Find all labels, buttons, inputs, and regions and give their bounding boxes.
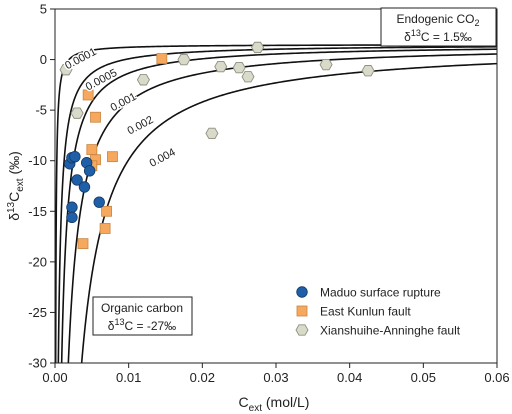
y-tick-label: 5: [40, 2, 47, 17]
legend-marker-hexagon: [295, 324, 309, 336]
point-circle-5: [66, 201, 78, 213]
point-hexagon-1: [70, 107, 84, 119]
point-hexagon-3: [177, 53, 191, 66]
legend-label: Xianshuihe-Anninghe fault: [320, 324, 461, 338]
point-circle-8: [93, 196, 105, 208]
mixing-curve-0.004: [80, 62, 497, 363]
curve-label-0.0001: 0.0001: [63, 46, 98, 72]
y-axis-title: δ13Cext (‰): [6, 151, 26, 221]
mixing-curve-0.0001: [55, 44, 497, 363]
endogenic-delta: δ13C = 1.5‰: [404, 28, 472, 44]
point-hexagon-6: [241, 71, 255, 83]
point-square-8: [77, 238, 89, 250]
y-tick-label: -20: [28, 254, 47, 269]
x-tick-label: 0.04: [337, 370, 362, 385]
point-hexagon-10: [205, 127, 219, 140]
organic-delta: δ13C = -27‰: [108, 317, 176, 333]
legend-marker-square: [296, 305, 308, 317]
point-circle-4: [78, 181, 91, 193]
legend-label: Maduo surface rupture: [320, 286, 441, 300]
point-circle-9: [83, 165, 96, 177]
point-square-5: [107, 151, 118, 163]
ticks: 0.00 0.01 0.02 0.03 0.04 0.05 0.06 5 0 -5 -10 -15 -2…: [28, 2, 509, 386]
x-tick-label: 0.03: [263, 370, 288, 385]
point-square-6: [101, 205, 112, 217]
y-tick-label: 0: [40, 52, 47, 67]
point-square-9: [156, 53, 168, 64]
organic-annotation: Organic carbon δ13C = -27‰: [92, 296, 193, 336]
y-tick-label: -5: [35, 103, 47, 118]
curve-label-0.004: 0.004: [148, 146, 178, 170]
point-circle-3: [71, 174, 83, 186]
endogenic-annotation: Endogenic CO2 δ13C = 1.5‰: [380, 7, 497, 47]
curve-label-0.001: 0.001: [109, 91, 139, 115]
point-hexagon-5: [232, 62, 246, 74]
point-hexagon-9: [361, 65, 375, 77]
point-hexagon-4: [214, 61, 228, 73]
x-axis-title: Cext (mol/L): [239, 394, 310, 414]
data-points: [59, 41, 375, 250]
point-square-2: [86, 144, 98, 155]
y-tick-label: -25: [28, 305, 47, 320]
point-square-7: [99, 223, 111, 234]
point-square-0: [82, 89, 94, 101]
point-hexagon-7: [251, 41, 265, 54]
legend: Maduo surface rupture East Kunlun fault Xi…: [295, 286, 461, 338]
point-circle-6: [66, 211, 78, 224]
x-tick-label: 0.05: [411, 370, 436, 385]
y-tick-label: -10: [28, 153, 47, 168]
organic-box: [92, 296, 193, 336]
point-square-1: [90, 111, 101, 123]
point-hexagon-0: [59, 64, 73, 76]
point-hexagon-2: [136, 74, 150, 86]
point-circle-2: [69, 150, 81, 163]
legend-label: East Kunlun fault: [320, 305, 411, 319]
y-tick-label: -15: [28, 204, 47, 219]
mixing-curve-0.0005: [57, 46, 497, 363]
x-tick-label: 0.00: [42, 370, 67, 385]
mixing-curve-0.002: [67, 53, 497, 363]
x-tick-label: 0.02: [190, 370, 215, 385]
legend-marker-circle: [296, 286, 308, 298]
endogenic-title: Endogenic CO2: [396, 12, 479, 28]
organic-title: Organic carbon: [101, 301, 183, 315]
x-tick-label: 0.01: [116, 370, 141, 385]
y-tick-label: -30: [28, 356, 47, 371]
x-tick-label: 0.06: [484, 370, 509, 385]
endogenic-box: [380, 7, 497, 47]
point-hexagon-8: [319, 58, 333, 71]
